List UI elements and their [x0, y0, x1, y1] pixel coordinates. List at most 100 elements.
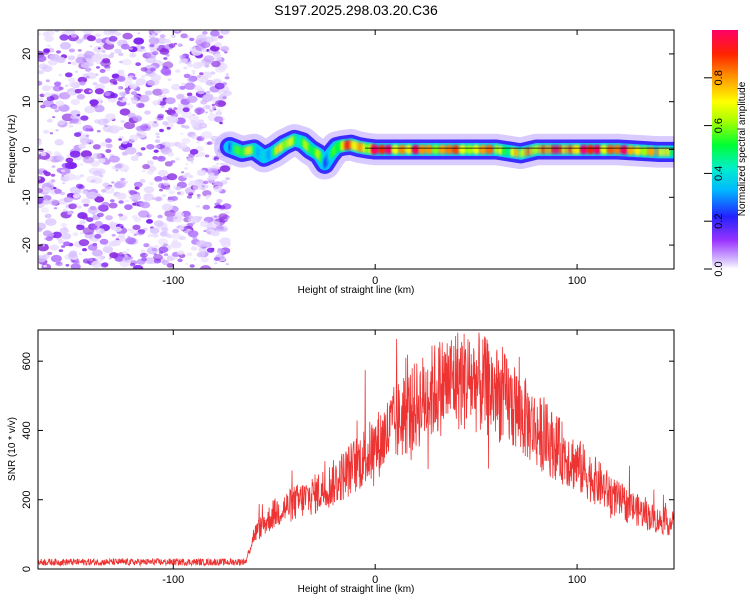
noise-blob — [51, 165, 56, 168]
ridge-cell — [391, 144, 400, 155]
noise-blob — [146, 144, 155, 150]
noise-blob — [63, 196, 73, 203]
noise-blob — [91, 249, 103, 257]
noise-blob — [222, 49, 226, 52]
noise-blob — [94, 196, 105, 203]
noise-blob — [38, 97, 44, 102]
noise-blob — [160, 231, 167, 236]
ridge-cell — [647, 146, 656, 157]
noise-blob — [138, 153, 143, 156]
ridge-cell — [613, 144, 622, 155]
noise-blob — [179, 235, 187, 241]
colorbar-tick-label: 0.8 — [713, 70, 725, 85]
ridge-cell — [664, 146, 668, 157]
noise-blob — [65, 157, 74, 163]
noise-blob — [196, 169, 207, 176]
noise-blob — [77, 76, 88, 84]
noise-blob — [168, 43, 176, 48]
noise-blob — [52, 116, 56, 119]
noise-blob — [82, 227, 95, 235]
noise-blob — [215, 162, 220, 165]
noise-blob — [61, 233, 72, 240]
noise-blob — [79, 163, 84, 166]
noise-blob — [49, 199, 59, 206]
noise-blob — [122, 93, 126, 96]
noise-blob — [151, 247, 158, 252]
noise-blob — [122, 250, 128, 255]
noise-blob — [178, 61, 183, 64]
noise-blob — [92, 177, 103, 184]
colorbar-ticks: 0.0 0.2 0.4 0.6 0.8 — [704, 70, 725, 277]
noise-blob — [99, 76, 110, 84]
noise-blob — [92, 170, 102, 177]
y-tick-label: 20 — [21, 48, 33, 60]
ridge-cell — [384, 144, 393, 155]
ridge-cell — [561, 144, 566, 155]
noise-blob — [180, 33, 188, 39]
noise-blob — [44, 213, 52, 219]
noise-blob — [56, 155, 65, 161]
noise-blob — [38, 255, 47, 263]
noise-blob — [50, 173, 56, 177]
noise-blob — [214, 206, 218, 209]
noise-blob — [67, 55, 76, 61]
noise-blob — [141, 257, 148, 262]
noise-blob — [167, 152, 175, 157]
noise-blob — [168, 142, 176, 147]
spectrogram-x-axis: -100 0 100 — [162, 30, 586, 287]
noise-blob — [93, 104, 105, 113]
noise-blob — [196, 194, 201, 197]
noise-blob — [81, 190, 88, 195]
colorbar-tick-label: 0.0 — [713, 261, 725, 276]
noise-blob — [202, 190, 212, 197]
noise-blob — [132, 224, 141, 230]
ridge-cell — [485, 144, 494, 155]
noise-blob — [148, 37, 160, 45]
ridge-cell — [565, 144, 569, 155]
noise-blob — [38, 139, 42, 144]
noise-blob — [86, 217, 94, 223]
noise-blob — [192, 184, 202, 191]
noise-blob — [68, 251, 78, 258]
noise-blob — [42, 186, 52, 193]
noise-blob — [138, 210, 150, 218]
noise-blob — [128, 141, 132, 144]
noise-blob — [75, 56, 87, 64]
noise-blob — [217, 229, 222, 232]
noise-blob — [152, 100, 161, 106]
noise-blob — [43, 264, 47, 268]
noise-blob — [46, 96, 55, 102]
noise-blob — [42, 31, 50, 37]
noise-blob — [153, 149, 159, 153]
noise-blob — [99, 141, 108, 147]
noise-blob — [155, 196, 162, 202]
noise-blob — [173, 107, 178, 110]
noise-blob — [138, 94, 150, 103]
ridge-cell — [661, 146, 665, 157]
noise-blob — [140, 252, 148, 258]
noise-blob — [174, 42, 178, 45]
noise-blob — [157, 155, 166, 162]
noise-blob — [47, 251, 53, 256]
noise-blob — [58, 120, 66, 126]
noise-blob — [82, 30, 93, 35]
noise-blob — [111, 181, 115, 184]
noise-blob — [79, 81, 86, 86]
noise-blob — [75, 39, 83, 44]
snr-x-axis: -100 0 100 — [162, 330, 586, 586]
noise-blob — [118, 86, 122, 90]
noise-blob — [38, 80, 43, 86]
noise-blob — [225, 263, 230, 266]
noise-blob — [157, 169, 169, 177]
noise-blob — [68, 90, 75, 96]
noise-blob — [216, 198, 223, 204]
x-tick-label: -100 — [162, 275, 184, 287]
noise-blob — [84, 67, 92, 72]
noise-blob — [60, 169, 66, 173]
noise-blob — [187, 230, 199, 238]
noise-blob — [158, 246, 169, 253]
ridge-cell — [431, 144, 440, 155]
noise-blob — [59, 92, 71, 100]
noise-blob — [78, 239, 90, 247]
noise-blob — [139, 179, 146, 183]
